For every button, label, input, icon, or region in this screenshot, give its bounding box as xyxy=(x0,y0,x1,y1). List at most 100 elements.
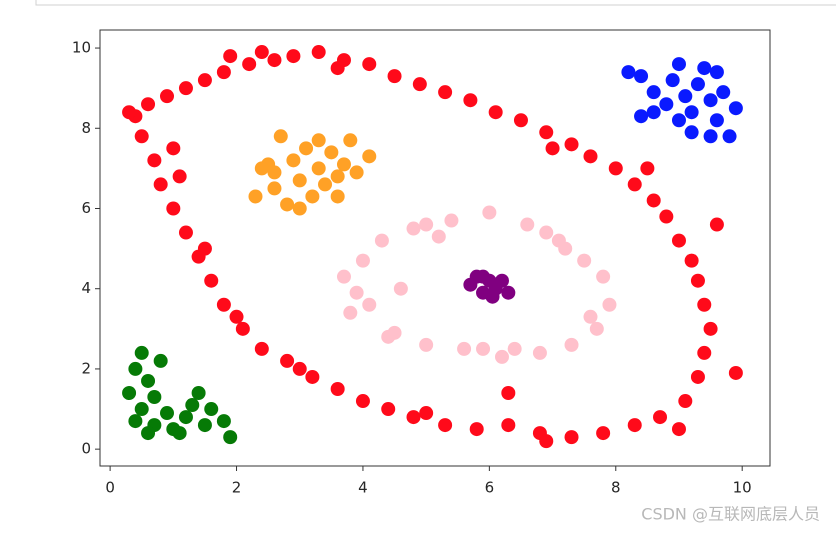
scatter-point xyxy=(374,233,389,248)
scatter-point xyxy=(267,53,282,68)
scatter-point xyxy=(330,189,345,204)
scatter-point xyxy=(457,341,472,356)
scatter-point xyxy=(690,273,705,288)
scatter-point xyxy=(160,406,174,421)
scatter-point xyxy=(646,85,661,100)
scatter-point xyxy=(646,193,661,208)
scatter-point xyxy=(488,105,503,120)
scatter-point xyxy=(197,241,212,256)
scatter-point xyxy=(627,177,642,192)
scatter-point xyxy=(178,225,193,240)
scatter-point xyxy=(254,161,269,176)
x-tick-label: 0 xyxy=(105,479,115,497)
scatter-point xyxy=(318,177,333,192)
scatter-point xyxy=(134,402,149,417)
scatter-point xyxy=(280,353,295,368)
scatter-point xyxy=(583,149,598,164)
scatter-point xyxy=(671,233,686,248)
scatter-point xyxy=(678,394,693,409)
scatter-point xyxy=(147,390,162,405)
scatter-point xyxy=(229,309,244,324)
scatter-point xyxy=(671,113,686,128)
scatter-point xyxy=(160,89,174,104)
scatter-point xyxy=(438,418,453,433)
scatter-point xyxy=(564,337,579,352)
scatter-point xyxy=(191,385,206,400)
scatter-point xyxy=(343,305,358,320)
scatter-point xyxy=(128,361,143,376)
scatter-point xyxy=(254,341,269,356)
scatter-point xyxy=(134,129,149,144)
scatter-point xyxy=(286,49,301,64)
scatter-point xyxy=(128,414,143,429)
scatter-point xyxy=(311,133,326,148)
scatter-point xyxy=(267,165,282,180)
scatter-point xyxy=(532,345,547,360)
scatter-point xyxy=(520,217,535,232)
scatter-point xyxy=(495,273,509,288)
scatter-point xyxy=(709,65,724,80)
y-tick-label: 10 xyxy=(72,39,91,57)
scatter-point xyxy=(141,426,156,441)
scatter-point xyxy=(431,229,446,244)
scatter-point xyxy=(178,410,193,425)
cell-border xyxy=(35,0,836,6)
x-tick-label: 4 xyxy=(358,479,368,497)
scatter-point xyxy=(621,65,636,80)
scatter-point xyxy=(267,181,282,196)
scatter-point xyxy=(197,73,212,88)
scatter-point xyxy=(678,89,693,104)
scatter-point xyxy=(122,105,137,120)
scatter-point xyxy=(501,418,516,433)
scatter-point xyxy=(501,285,516,300)
scatter-point xyxy=(722,129,737,144)
scatter-point xyxy=(684,253,699,268)
scatter-point xyxy=(216,414,231,429)
scatter-point xyxy=(197,418,212,433)
scatter-point xyxy=(690,369,705,384)
scatter-point xyxy=(709,113,724,128)
scatter-point xyxy=(330,381,345,396)
scatter-point xyxy=(242,57,257,72)
scatter-point xyxy=(627,418,642,433)
scatter-point xyxy=(311,45,326,60)
scatter-point xyxy=(305,369,320,384)
scatter-point xyxy=(640,161,655,176)
scatter-point xyxy=(564,430,579,445)
scatter-point xyxy=(292,173,307,188)
scatter-point xyxy=(311,161,326,176)
scatter-point xyxy=(608,161,623,176)
scatter-point xyxy=(596,426,611,441)
y-tick-label: 6 xyxy=(81,199,91,217)
scatter-point xyxy=(412,77,427,92)
scatter-point xyxy=(709,217,724,232)
x-tick-label: 2 xyxy=(232,479,242,497)
scatter-point xyxy=(362,149,377,164)
y-tick-label: 4 xyxy=(81,279,91,297)
scatter-point xyxy=(330,169,345,184)
scatter-point xyxy=(539,434,554,449)
scatter-point xyxy=(185,398,200,413)
scatter-point xyxy=(406,221,421,236)
scatter-point xyxy=(280,197,295,212)
scatter-point xyxy=(690,77,705,92)
scatter-point xyxy=(728,101,743,116)
scatter-point xyxy=(703,93,718,108)
axes-frame xyxy=(99,29,771,467)
scatter-point xyxy=(330,61,345,76)
scatter-point xyxy=(513,113,528,128)
scatter-point xyxy=(166,141,181,156)
scatter-point xyxy=(577,253,592,268)
scatter-point xyxy=(476,269,491,284)
scatter-point xyxy=(665,73,680,88)
scatter-point xyxy=(703,321,718,336)
scatter-point xyxy=(178,81,193,96)
scatter-point xyxy=(419,337,434,352)
scatter-point xyxy=(223,49,238,64)
scatter-point xyxy=(659,97,674,112)
scatter-point xyxy=(349,285,364,300)
scatter-point xyxy=(697,297,712,312)
scatter-point xyxy=(381,402,396,417)
scatter-point xyxy=(204,273,219,288)
scatter-point xyxy=(463,93,478,108)
